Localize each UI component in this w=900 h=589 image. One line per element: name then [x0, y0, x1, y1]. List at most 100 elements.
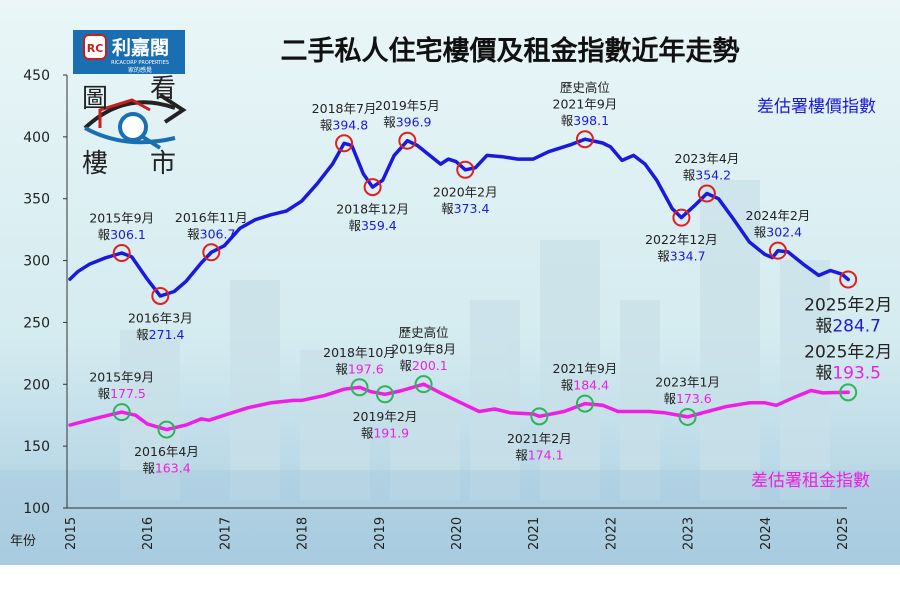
- value-number: 354.2: [695, 168, 731, 183]
- value-number: 197.6: [348, 361, 384, 376]
- x-tick-label: 2018: [296, 517, 311, 550]
- annotation-date: 2025年2月: [804, 342, 892, 362]
- value-number: 359.4: [361, 218, 397, 233]
- highlight-circle: [697, 184, 716, 203]
- x-tick-label: 2023: [682, 517, 697, 550]
- value-number: 373.4: [454, 201, 490, 216]
- annotations-layer: 2015年9月報306.12016年3月報271.42016年11月報306.7…: [89, 80, 892, 475]
- brand-logo: RC 利嘉閣 RICACORP PROPERTIES 家的感覺: [73, 30, 185, 74]
- annotation-value: 報184.4: [561, 378, 609, 393]
- x-axis-label: 年份: [10, 534, 36, 549]
- highlight-circle: [575, 394, 594, 413]
- logo-slogan: 家的感覺: [128, 66, 152, 74]
- annotation-value: 報284.7: [815, 316, 881, 336]
- annotation-value: 報174.1: [515, 447, 563, 462]
- annotation-value: 報177.5: [98, 386, 146, 401]
- legend-price: 差估署樓價指數: [757, 97, 876, 117]
- highlight-circle: [530, 407, 549, 426]
- value-prefix: 報: [515, 447, 528, 462]
- annotation-date: 2018年10月: [323, 345, 396, 360]
- annotation-date: 2016年3月: [128, 310, 193, 325]
- x-tick-label: 2016: [141, 517, 156, 550]
- legend-rent: 差估署租金指數: [751, 471, 870, 491]
- highlight-circle: [363, 178, 382, 197]
- x-tick-label: 2017: [218, 517, 233, 550]
- annotation-value: 報271.4: [136, 327, 184, 342]
- annotation-date: 2022年12月: [645, 232, 718, 247]
- value-prefix: 報: [663, 391, 676, 406]
- value-prefix: 報: [98, 386, 111, 401]
- y-tick-label: 200: [23, 377, 50, 393]
- highlight-circle: [398, 131, 417, 150]
- value-number: 191.9: [373, 425, 409, 440]
- y-tick-label: 450: [23, 68, 50, 84]
- annotation-value: 報394.8: [320, 117, 368, 132]
- city-skyline: [120, 180, 830, 500]
- y-tick-label: 300: [23, 254, 50, 270]
- highlight-circle: [335, 134, 354, 153]
- highlight-circle: [678, 407, 697, 426]
- highlight-circle: [151, 286, 170, 305]
- highlight-circle: [375, 385, 394, 404]
- highlight-circle: [157, 420, 176, 439]
- annotation-date: 2019年5月: [375, 98, 440, 113]
- y-tick-label: 250: [23, 315, 50, 331]
- value-prefix: 報: [136, 327, 149, 342]
- annotation-date: 2021年9月: [553, 361, 618, 376]
- x-tick-label: 2020: [450, 517, 465, 550]
- value-prefix: 報: [98, 227, 111, 242]
- logo-char-2: 看: [150, 74, 176, 104]
- value-prefix: 報: [441, 201, 454, 216]
- annotation-value: 報334.7: [657, 249, 705, 264]
- annotation-value: 報173.6: [663, 391, 711, 406]
- annotation-date: 歷史高位: [399, 325, 449, 340]
- value-prefix: 報: [754, 225, 767, 240]
- value-number: 163.4: [155, 461, 191, 476]
- value-number: 394.8: [332, 117, 368, 132]
- annotation-date: 2016年4月: [134, 444, 199, 459]
- highlight-circle: [839, 270, 858, 289]
- y-tick-label: 400: [23, 130, 50, 146]
- value-number: 271.4: [149, 327, 185, 342]
- highlight-circle: [456, 160, 475, 179]
- highlight-circle: [768, 241, 787, 260]
- x-tick-label: 2021: [527, 517, 542, 550]
- value-number: 184.4: [573, 378, 609, 393]
- value-prefix: 報: [561, 113, 574, 128]
- chart-title: 二手私人住宅樓價及租金指數近年走勢: [281, 35, 740, 67]
- value-prefix: 報: [361, 425, 374, 440]
- annotation-date: 2018年7月: [312, 101, 377, 116]
- value-prefix: 報: [187, 226, 200, 241]
- annotation-date: 2025年2月: [804, 295, 892, 315]
- y-tick-label: 100: [23, 501, 50, 517]
- value-prefix: 報: [399, 358, 412, 373]
- highlight-circle: [202, 243, 221, 262]
- annotation-date: 2020年2月: [433, 184, 498, 199]
- annotation-date: 2023年1月: [655, 374, 720, 389]
- annotation-value: 報354.2: [683, 168, 731, 183]
- y-tick-label: 150: [23, 439, 50, 455]
- rent-index-line: [68, 382, 850, 432]
- annotation-value: 報193.5: [815, 363, 881, 383]
- annotation-date: 歷史高位: [560, 80, 610, 95]
- annotation-value: 報373.4: [441, 201, 489, 216]
- annotation-value: 報191.9: [361, 425, 409, 440]
- value-number: 174.1: [528, 447, 564, 462]
- value-number: 177.5: [110, 386, 146, 401]
- annotation-date: 2021年2月: [507, 431, 572, 446]
- logo-char-1: 圖: [82, 84, 108, 114]
- series-layer: [68, 137, 850, 432]
- annotation-value: 報197.6: [335, 361, 383, 376]
- value-prefix: 報: [683, 168, 696, 183]
- value-prefix: 報: [142, 461, 155, 476]
- value-number: 193.5: [832, 363, 881, 383]
- annotation-date: 2019年2月: [353, 409, 418, 424]
- highlight-circle: [112, 244, 131, 263]
- highlight-circle: [575, 130, 594, 149]
- value-number: 334.7: [670, 249, 706, 264]
- x-tick-label: 2015: [64, 517, 79, 550]
- value-number: 302.4: [766, 225, 802, 240]
- logo-brand: 利嘉閣: [112, 37, 169, 59]
- annotation-date: 2024年2月: [746, 208, 811, 223]
